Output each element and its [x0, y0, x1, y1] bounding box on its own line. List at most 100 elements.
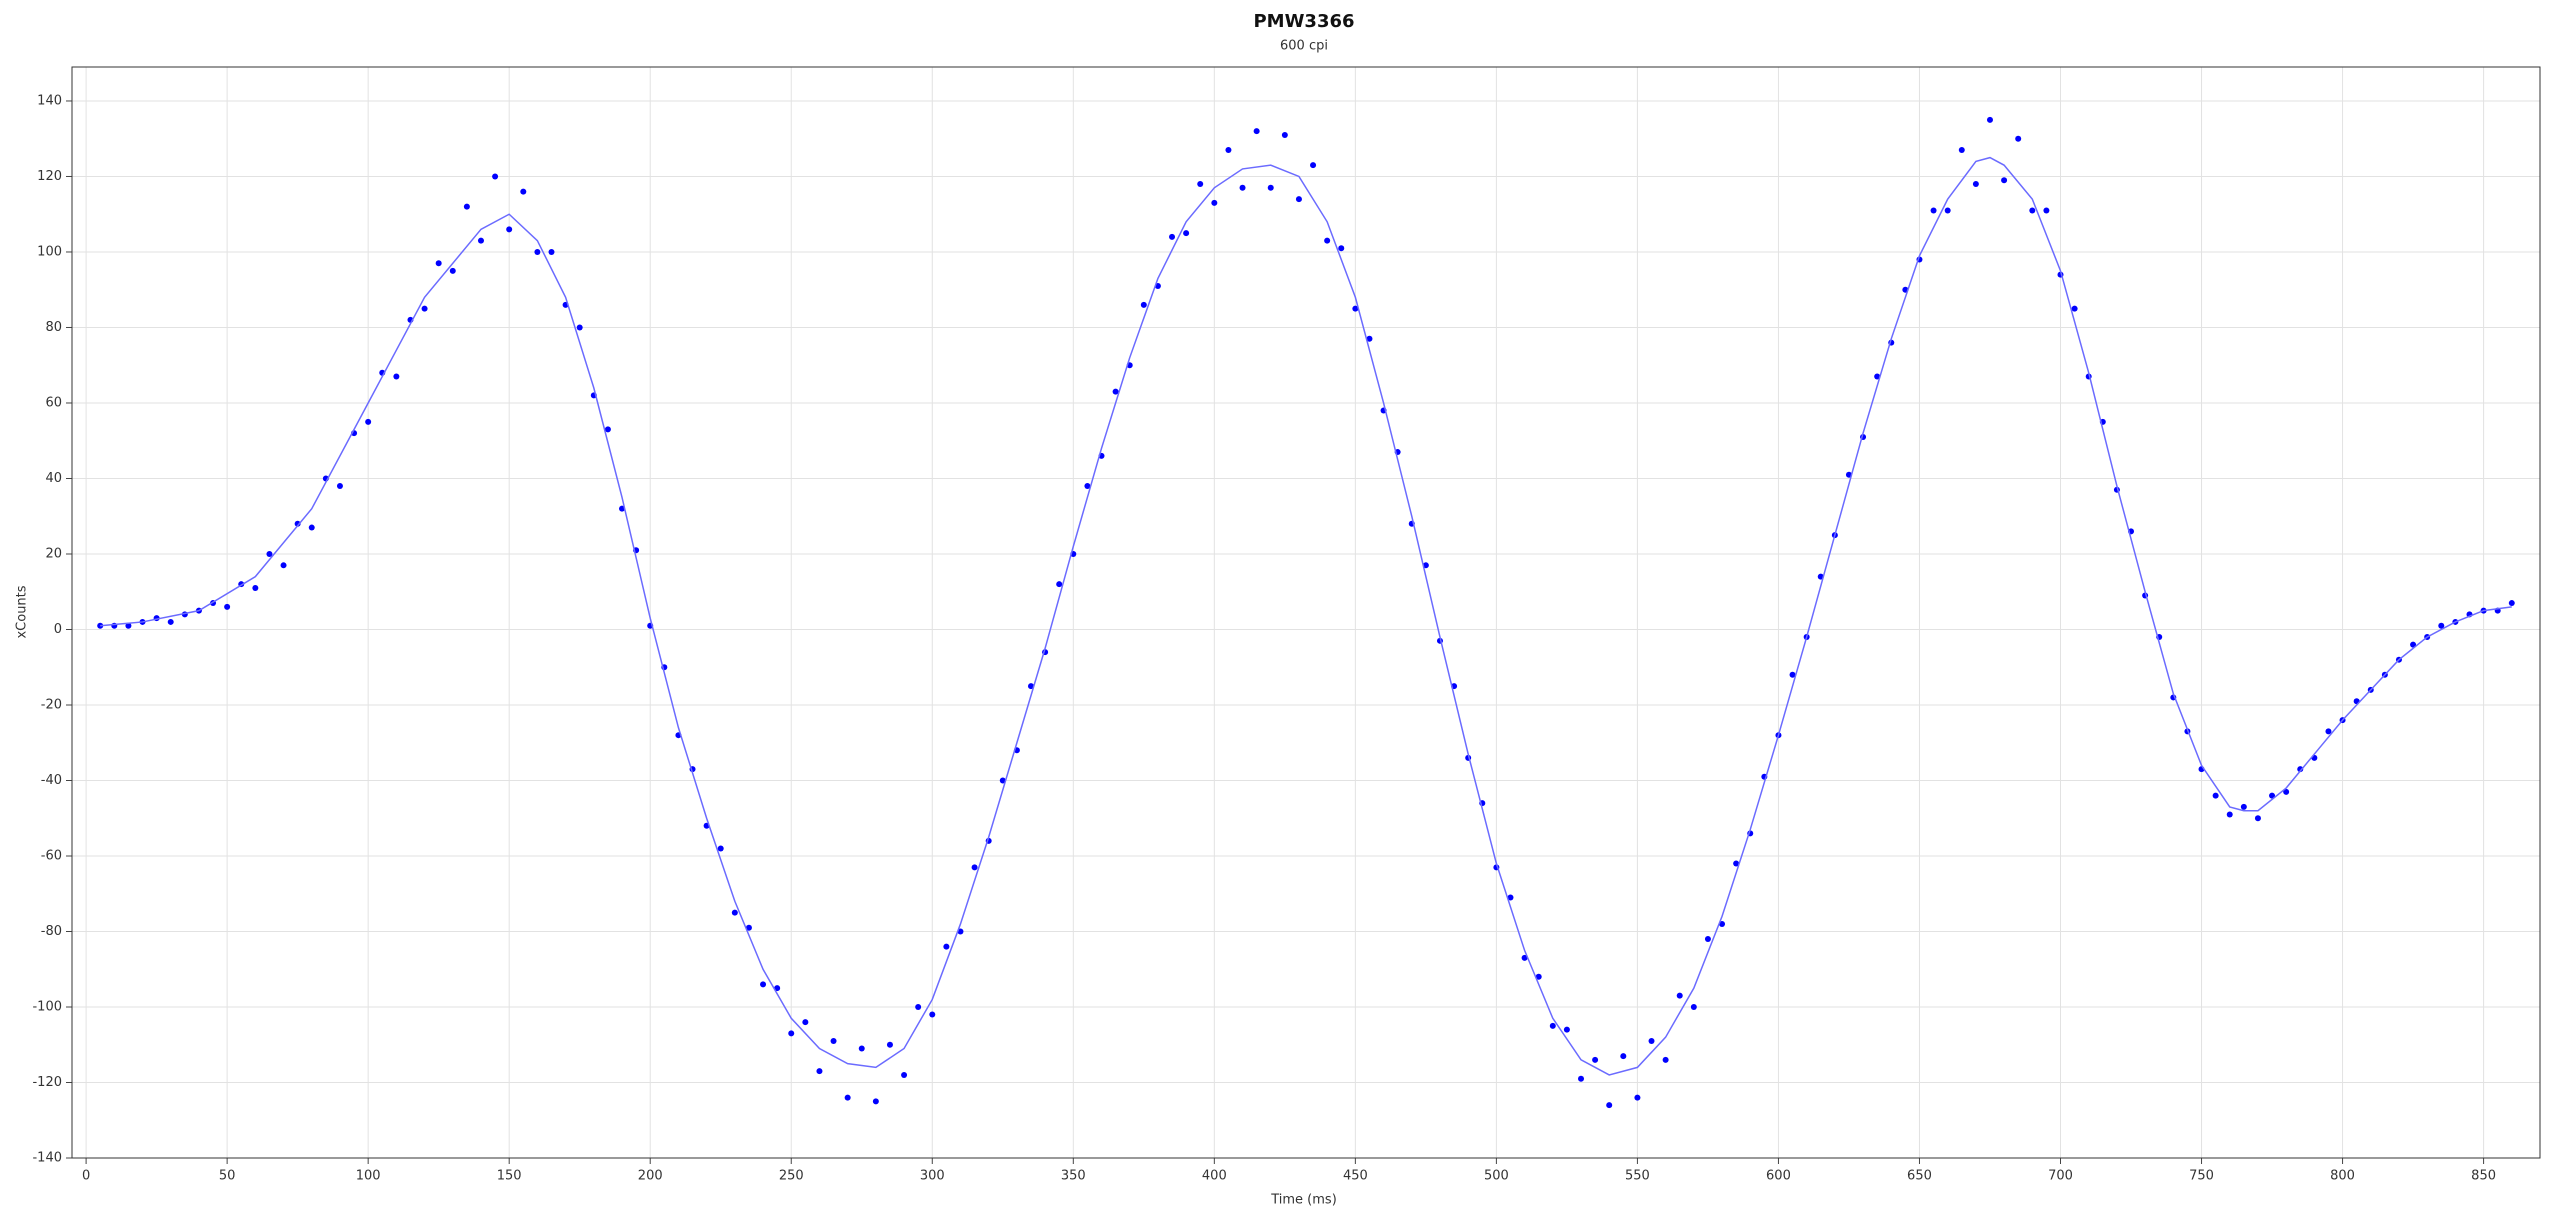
y-tick-label: -140	[32, 1151, 62, 1166]
data-point	[2297, 766, 2304, 773]
x-tick-label: 450	[1343, 1169, 1368, 1184]
data-point	[1634, 1094, 1641, 1101]
data-point	[858, 1045, 865, 1052]
y-tick-label: 20	[45, 546, 62, 561]
data-point	[506, 226, 513, 233]
plot-frame	[71, 66, 2541, 1159]
data-point	[463, 203, 470, 210]
data-point	[1690, 1003, 1697, 1010]
data-point	[619, 505, 626, 512]
data-point	[449, 267, 456, 274]
data-point	[1324, 237, 1331, 244]
data-point	[2410, 641, 2417, 648]
y-tick-label: -60	[41, 848, 62, 863]
y-tick-label: -120	[32, 1075, 62, 1090]
data-point	[802, 1019, 809, 1026]
data-point	[2226, 811, 2233, 818]
data-point	[901, 1071, 908, 1078]
data-point	[2254, 815, 2261, 822]
data-point	[1719, 920, 1726, 927]
x-tick-label: 150	[497, 1169, 522, 1184]
y-tick-label: 100	[37, 244, 62, 259]
data-point	[2212, 792, 2219, 799]
data-point	[1056, 581, 1063, 588]
data-point	[1521, 954, 1528, 961]
data-point	[1169, 233, 1176, 240]
data-point	[393, 373, 400, 380]
data-point	[2071, 305, 2078, 312]
data-point	[548, 248, 555, 255]
data-point	[576, 324, 583, 331]
data-point	[872, 1098, 879, 1105]
data-point	[745, 924, 752, 931]
data-point	[1507, 894, 1514, 901]
data-point	[1549, 1022, 1556, 1029]
data-point	[1027, 683, 1034, 690]
data-point	[1944, 207, 1951, 214]
chart-title: PMW3366	[1253, 11, 1354, 32]
data-point	[336, 483, 343, 490]
data-point	[816, 1068, 823, 1075]
data-point	[1084, 483, 1091, 490]
data-point	[1140, 301, 1147, 308]
data-point	[1606, 1102, 1613, 1109]
y-tick-label: 60	[45, 395, 62, 410]
data-point	[2001, 177, 2008, 184]
data-point	[1338, 245, 1345, 252]
y-tick-label: -80	[41, 924, 62, 939]
data-point	[1563, 1026, 1570, 1033]
x-tick-label: 850	[2471, 1169, 2496, 1184]
data-point	[534, 248, 541, 255]
y-tick-label: 120	[37, 169, 62, 184]
data-point	[1225, 147, 1232, 154]
data-point	[492, 173, 499, 180]
data-point	[1662, 1056, 1669, 1063]
data-point	[971, 864, 978, 871]
x-tick-label: 500	[1484, 1169, 1509, 1184]
x-tick-label: 350	[1061, 1169, 1086, 1184]
data-point	[830, 1037, 837, 1044]
y-tick-label: 140	[37, 93, 62, 108]
data-point	[1295, 196, 1302, 203]
data-point	[167, 618, 174, 625]
data-point	[1239, 184, 1246, 191]
x-tick-label: 650	[1907, 1169, 1932, 1184]
data-point	[788, 1030, 795, 1037]
data-point	[308, 524, 315, 531]
x-axis-label: Time (ms)	[1270, 1193, 1337, 1208]
data-point	[2269, 792, 2276, 799]
data-point	[1112, 388, 1119, 395]
x-tick-label: 0	[82, 1169, 90, 1184]
data-point	[252, 584, 259, 591]
data-point	[1197, 181, 1204, 188]
data-point	[731, 909, 738, 916]
y-tick-label: 0	[54, 622, 62, 637]
data-point	[844, 1094, 851, 1101]
x-tick-label: 550	[1625, 1169, 1650, 1184]
data-point	[125, 622, 132, 629]
x-tick-label: 50	[219, 1169, 236, 1184]
x-tick-label: 800	[2330, 1169, 2355, 1184]
data-point	[717, 845, 724, 852]
data-point	[1535, 973, 1542, 980]
x-tick-label: 250	[779, 1169, 804, 1184]
data-point	[1972, 181, 1979, 188]
data-point	[294, 520, 301, 527]
data-point	[435, 260, 442, 267]
data-point	[1620, 1053, 1627, 1060]
data-point	[2508, 600, 2515, 607]
data-point	[760, 981, 767, 988]
data-point	[1676, 992, 1683, 999]
x-tick-label: 200	[638, 1169, 663, 1184]
data-point	[2043, 207, 2050, 214]
data-point	[999, 777, 1006, 784]
data-point	[365, 418, 372, 425]
data-point	[1253, 128, 1260, 135]
data-point	[1310, 162, 1317, 169]
data-point	[1789, 671, 1796, 678]
data-point	[604, 426, 611, 433]
y-tick-label: 80	[45, 320, 62, 335]
data-point	[1733, 860, 1740, 867]
x-tick-label: 600	[1766, 1169, 1791, 1184]
